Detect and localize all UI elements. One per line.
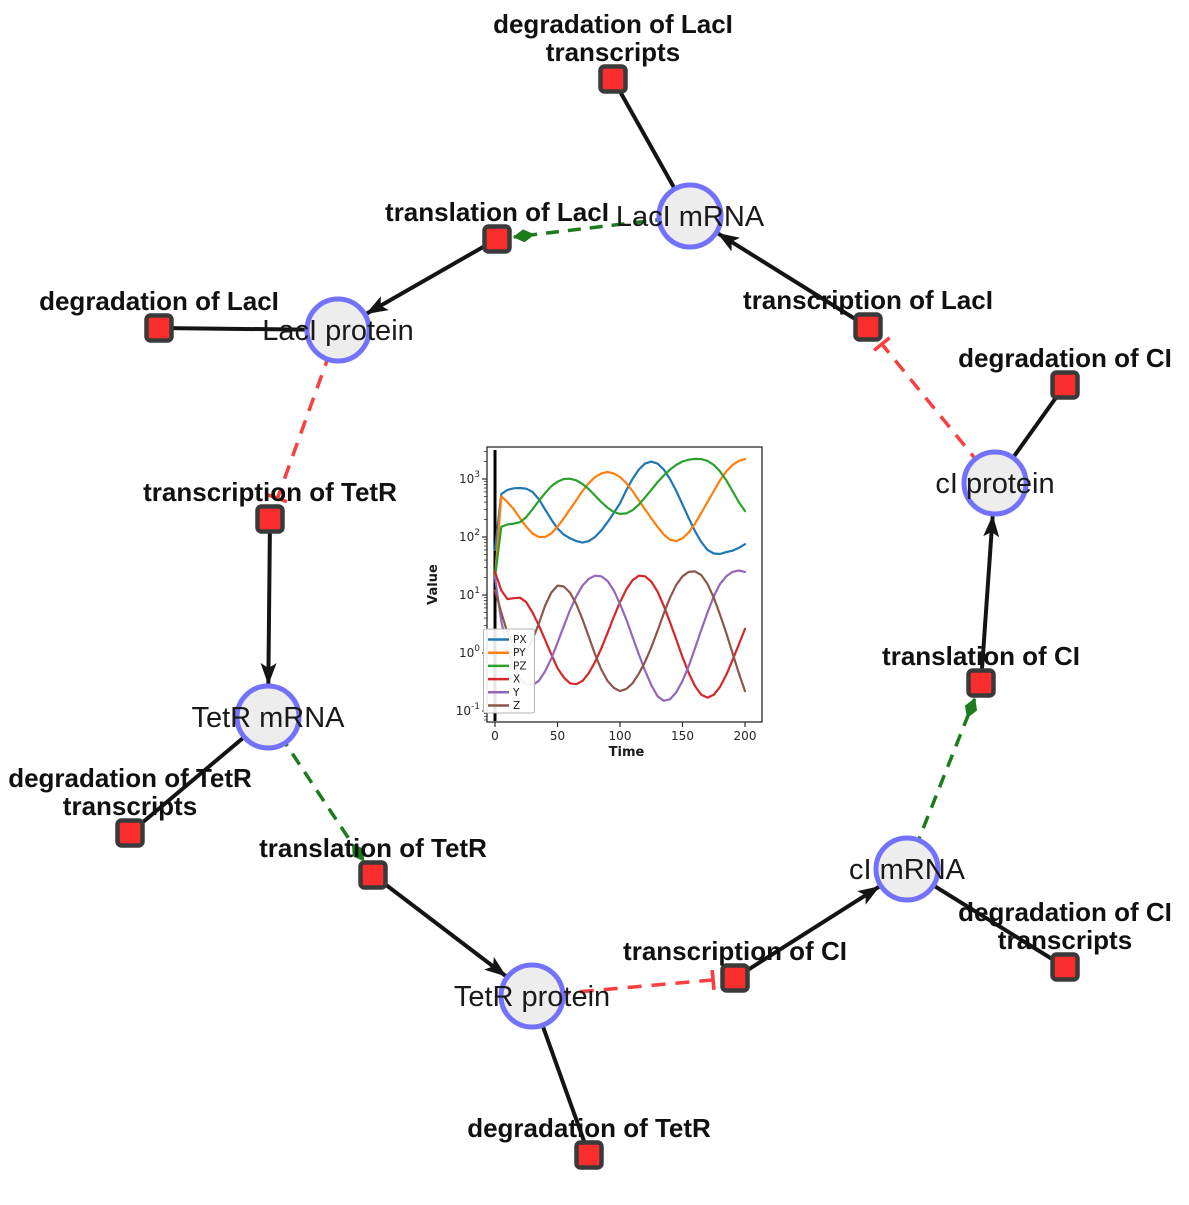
reaction-node-translation-tetr[interactable] <box>358 860 388 890</box>
edge-production-transcription-laci-laci-mrna <box>716 231 859 322</box>
species-node-tetr-mrna[interactable] <box>234 683 302 751</box>
x-tick-label: 100 <box>609 729 632 743</box>
reaction-label-translation-laci: translation of LacI <box>385 197 609 227</box>
species-node-laci-mrna[interactable] <box>656 182 724 250</box>
legend-label-Y: Y <box>512 687 520 699</box>
reaction-label-translation-tetr: translation of TetR <box>259 833 487 863</box>
reaction-node-translation-ci[interactable] <box>966 668 996 698</box>
reaction-label-transcription-tetr: transcription of TetR <box>143 477 397 507</box>
y-axis-title: Value <box>426 564 441 605</box>
reaction-node-deg-laci[interactable] <box>144 313 174 343</box>
reaction-label-deg-laci-transcripts-line2: transcripts <box>546 37 680 67</box>
series-curve-PZ <box>493 457 747 579</box>
edge-production-translation-ci-ci-protein <box>979 514 1000 671</box>
reaction-node-deg-ci-transcripts[interactable] <box>1050 952 1080 982</box>
x-tick-label: 200 <box>734 729 757 743</box>
legend-label-PZ: PZ <box>513 660 527 672</box>
species-node-tetr-protein[interactable] <box>498 962 566 1030</box>
legend-label-PX: PX <box>513 634 527 646</box>
reaction-label-deg-ci: degradation of CI <box>958 343 1172 373</box>
x-tick-label: 150 <box>671 729 694 743</box>
x-tick-label: 0 <box>491 729 499 743</box>
species-node-ci-mrna[interactable] <box>873 835 941 903</box>
reaction-label-deg-laci: degradation of LacI <box>39 286 279 316</box>
reaction-node-transcription-laci[interactable] <box>853 312 883 342</box>
reaction-node-transcription-tetr[interactable] <box>255 504 285 534</box>
reaction-label-transcription-laci: transcription of LacI <box>743 285 993 315</box>
edge-production-transcription-tetr-tetr-mrna <box>260 531 277 686</box>
legend-box <box>483 628 535 714</box>
reaction-node-transcription-ci[interactable] <box>720 963 750 993</box>
x-axis-title: Time <box>609 745 645 760</box>
series-curve-Z <box>493 570 747 693</box>
reaction-node-translation-laci[interactable] <box>482 224 512 254</box>
species-node-ci-protein[interactable] <box>961 449 1029 517</box>
series-curve-PX <box>493 460 747 556</box>
edge-production-translation-laci-laci-protein <box>365 243 487 316</box>
nodes-layer <box>115 64 1080 1170</box>
reaction-label-deg-tetr: degradation of TetR <box>467 1113 711 1143</box>
legend-label-Z: Z <box>513 700 520 712</box>
reaction-label-deg-tetr-transcripts-line1: degradation of TetR <box>8 763 252 793</box>
reaction-label-transcription-ci: transcription of CI <box>623 936 847 966</box>
reaction-node-deg-tetr-transcripts[interactable] <box>115 818 145 848</box>
legend-label-X: X <box>513 674 520 686</box>
series-curve-PY <box>493 458 747 579</box>
reaction-node-deg-ci[interactable] <box>1050 370 1080 400</box>
reaction-node-deg-laci-transcripts[interactable] <box>598 64 628 94</box>
reaction-node-deg-tetr[interactable] <box>574 1140 604 1170</box>
edge-production-translation-tetr-tetr-protein <box>382 881 507 978</box>
edge-production-transcription-ci-ci-mrna <box>744 884 881 973</box>
reaction-label-deg-laci-transcripts-line1: degradation of LacI <box>493 9 733 39</box>
series-curve-Y <box>493 569 747 702</box>
x-tick-label: 50 <box>550 729 565 743</box>
species-node-laci-protein[interactable] <box>304 296 372 364</box>
legend-label-PY: PY <box>513 647 526 659</box>
